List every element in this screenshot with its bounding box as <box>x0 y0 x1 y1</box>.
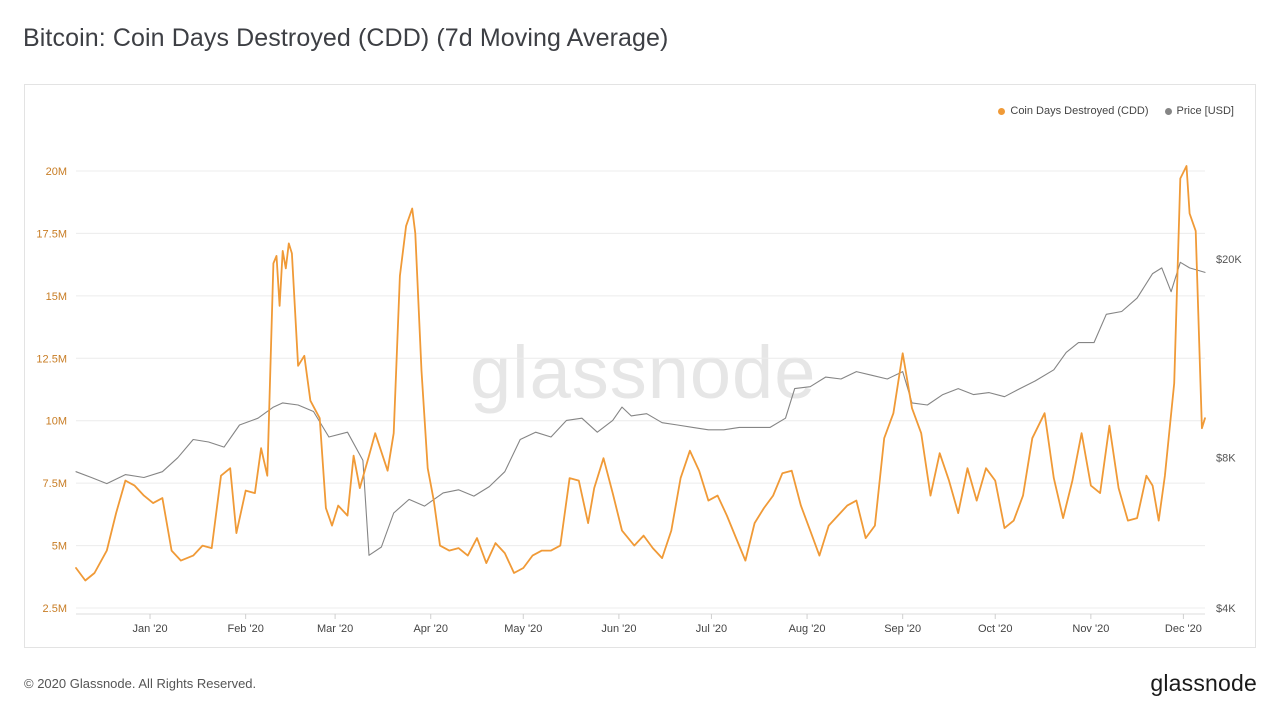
series-lines <box>75 165 1206 582</box>
y-right-tick-label: $20K <box>1216 254 1242 266</box>
chart-legend: Coin Days Destroyed (CDD) Price [USD] <box>998 105 1234 117</box>
legend-dot-price-icon <box>1164 107 1172 115</box>
x-tick-label: Jul '20 <box>696 623 727 635</box>
y-left-tick-label: 15M <box>46 291 67 303</box>
chart-panel <box>24 84 1256 648</box>
x-tick-label: Jan '20 <box>132 623 167 635</box>
legend-item-price[interactable]: Price [USD] <box>1164 105 1234 117</box>
y-left-tick-label: 5M <box>52 541 67 553</box>
x-tick-label: Jun '20 <box>601 623 636 635</box>
y-left-tick-label: 2.5M <box>43 603 67 615</box>
y-left-tick-label: 7.5M <box>43 478 67 490</box>
series-line-price[interactable] <box>75 261 1206 556</box>
y-axis-left: 2.5M 5M 7.5M 10M 12.5M 15M 17.5M 20M <box>36 166 67 615</box>
y-right-tick-label: $4K <box>1216 603 1236 615</box>
y-left-tick-label: 20M <box>46 166 67 178</box>
y-axis-right: $4K $8K $20K <box>1216 254 1242 615</box>
series-line-cdd[interactable] <box>75 165 1206 582</box>
legend-label-cdd: Coin Days Destroyed (CDD) <box>1010 105 1149 117</box>
x-tick-label: Mar '20 <box>317 623 353 635</box>
footer-logo[interactable]: glassnode <box>1150 670 1257 696</box>
x-tick-label: Sep '20 <box>884 623 921 635</box>
y-right-tick-label: $8K <box>1216 453 1236 465</box>
x-tick-label: Oct '20 <box>978 623 1013 635</box>
x-tick-label: Nov '20 <box>1072 623 1109 635</box>
legend-dot-cdd-icon <box>998 107 1006 115</box>
y-left-tick-label: 10M <box>46 416 67 428</box>
grid-lines <box>76 170 1205 609</box>
x-tick-label: Aug '20 <box>789 623 826 635</box>
legend-item-cdd[interactable]: Coin Days Destroyed (CDD) <box>998 105 1149 117</box>
x-tick-label: Dec '20 <box>1165 623 1202 635</box>
x-tick-label: Apr '20 <box>413 623 448 635</box>
copyright-text: © 2020 Glassnode. All Rights Reserved. <box>24 676 257 691</box>
legend-label-price: Price [USD] <box>1176 105 1234 117</box>
x-tick-label: Feb '20 <box>227 623 263 635</box>
chart-title: Bitcoin: Coin Days Destroyed (CDD) (7d M… <box>23 24 669 52</box>
y-left-tick-label: 17.5M <box>36 228 67 240</box>
x-tick-label: May '20 <box>504 623 542 635</box>
y-left-tick-label: 12.5M <box>36 353 67 365</box>
x-axis: Jan '20 Feb '20 Mar '20 Apr '20 May '20 Jun '… <box>76 613 1205 635</box>
